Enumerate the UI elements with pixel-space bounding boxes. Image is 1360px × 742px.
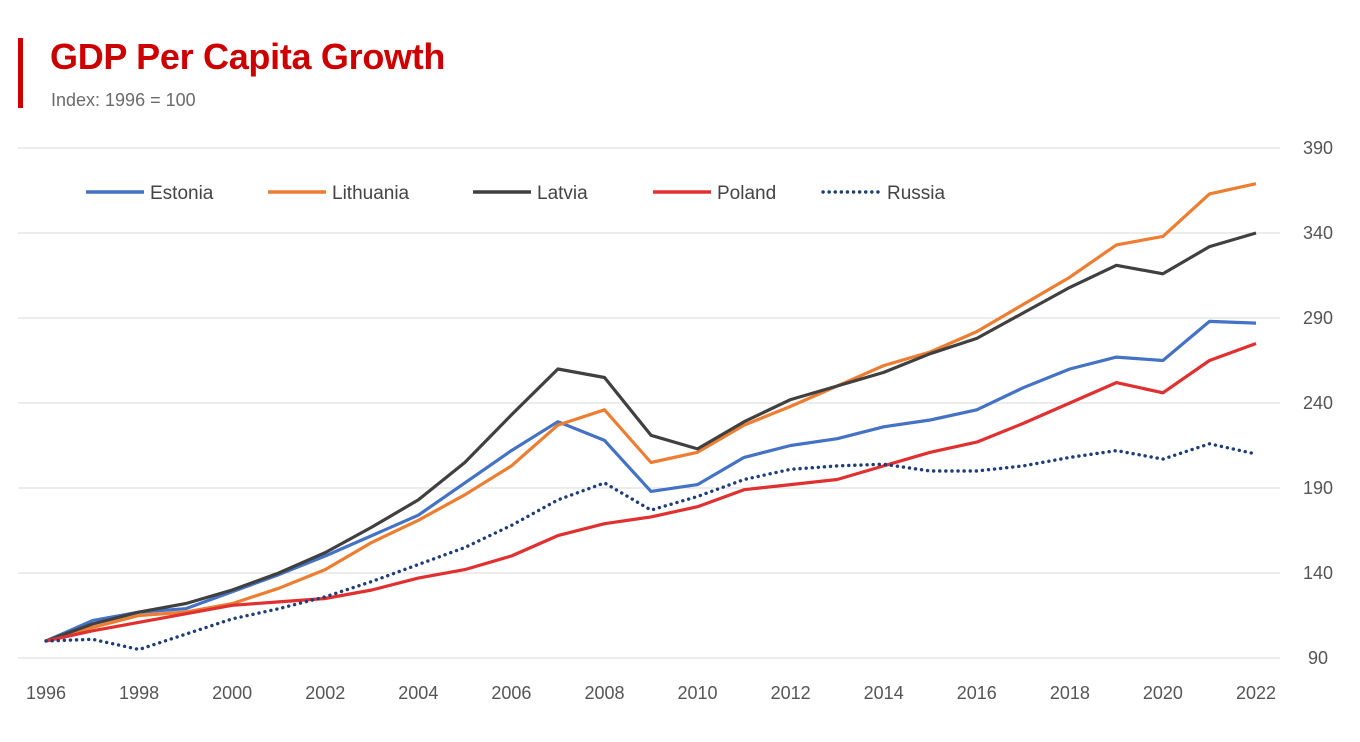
x-tick-label: 2022 — [1236, 683, 1276, 703]
x-tick-label: 2014 — [864, 683, 904, 703]
y-tick-label: 190 — [1303, 478, 1333, 498]
x-tick-label: 2006 — [491, 683, 531, 703]
title-accent-bar — [18, 38, 23, 108]
x-tick-label: 2004 — [398, 683, 438, 703]
y-tick-label: 140 — [1303, 563, 1333, 583]
y-tick-label: 390 — [1303, 138, 1333, 158]
legend-label-russia: Russia — [887, 183, 946, 204]
y-tick-label: 290 — [1303, 308, 1333, 328]
chart-title: GDP Per Capita Growth — [50, 36, 446, 77]
grid-lines — [18, 147, 1280, 659]
legend-label-lithuania: Lithuania — [332, 183, 410, 204]
y-tick-label: 240 — [1303, 393, 1333, 413]
x-tick-label: 1998 — [119, 683, 159, 703]
series-line-estonia — [45, 319, 1257, 643]
x-tick-label: 2018 — [1050, 683, 1090, 703]
x-tick-label: 2016 — [957, 683, 997, 703]
x-tick-label: 2020 — [1143, 683, 1183, 703]
legend-label-poland: Poland — [717, 183, 776, 204]
series-line-russia — [44, 442, 1258, 652]
series-line-latvia — [45, 231, 1257, 643]
y-tick-label: 340 — [1303, 223, 1333, 243]
x-tick-label: 2008 — [584, 683, 624, 703]
x-tick-label: 2012 — [771, 683, 811, 703]
x-tick-label: 2010 — [678, 683, 718, 703]
legend-label-estonia: Estonia — [150, 183, 214, 204]
x-tick-label: 2000 — [212, 683, 252, 703]
y-axis-ticks: 90 140 190 240 290 340 390 — [1303, 138, 1333, 668]
y-tick-label: 90 — [1308, 648, 1328, 668]
series-line-lithuania — [45, 182, 1257, 643]
series-line-poland — [45, 341, 1257, 643]
chart-subtitle: Index: 1996 = 100 — [51, 90, 196, 110]
x-tick-label: 2002 — [305, 683, 345, 703]
x-tick-label: 1996 — [26, 683, 66, 703]
series-lines — [44, 182, 1258, 652]
legend-label-latvia: Latvia — [537, 183, 588, 204]
legend: Estonia Lithuania Latvia Poland Russia — [86, 183, 946, 204]
x-axis-ticks: 1996 1998 2000 2002 2004 2006 2008 2010 2012 2014… — [26, 683, 1276, 703]
